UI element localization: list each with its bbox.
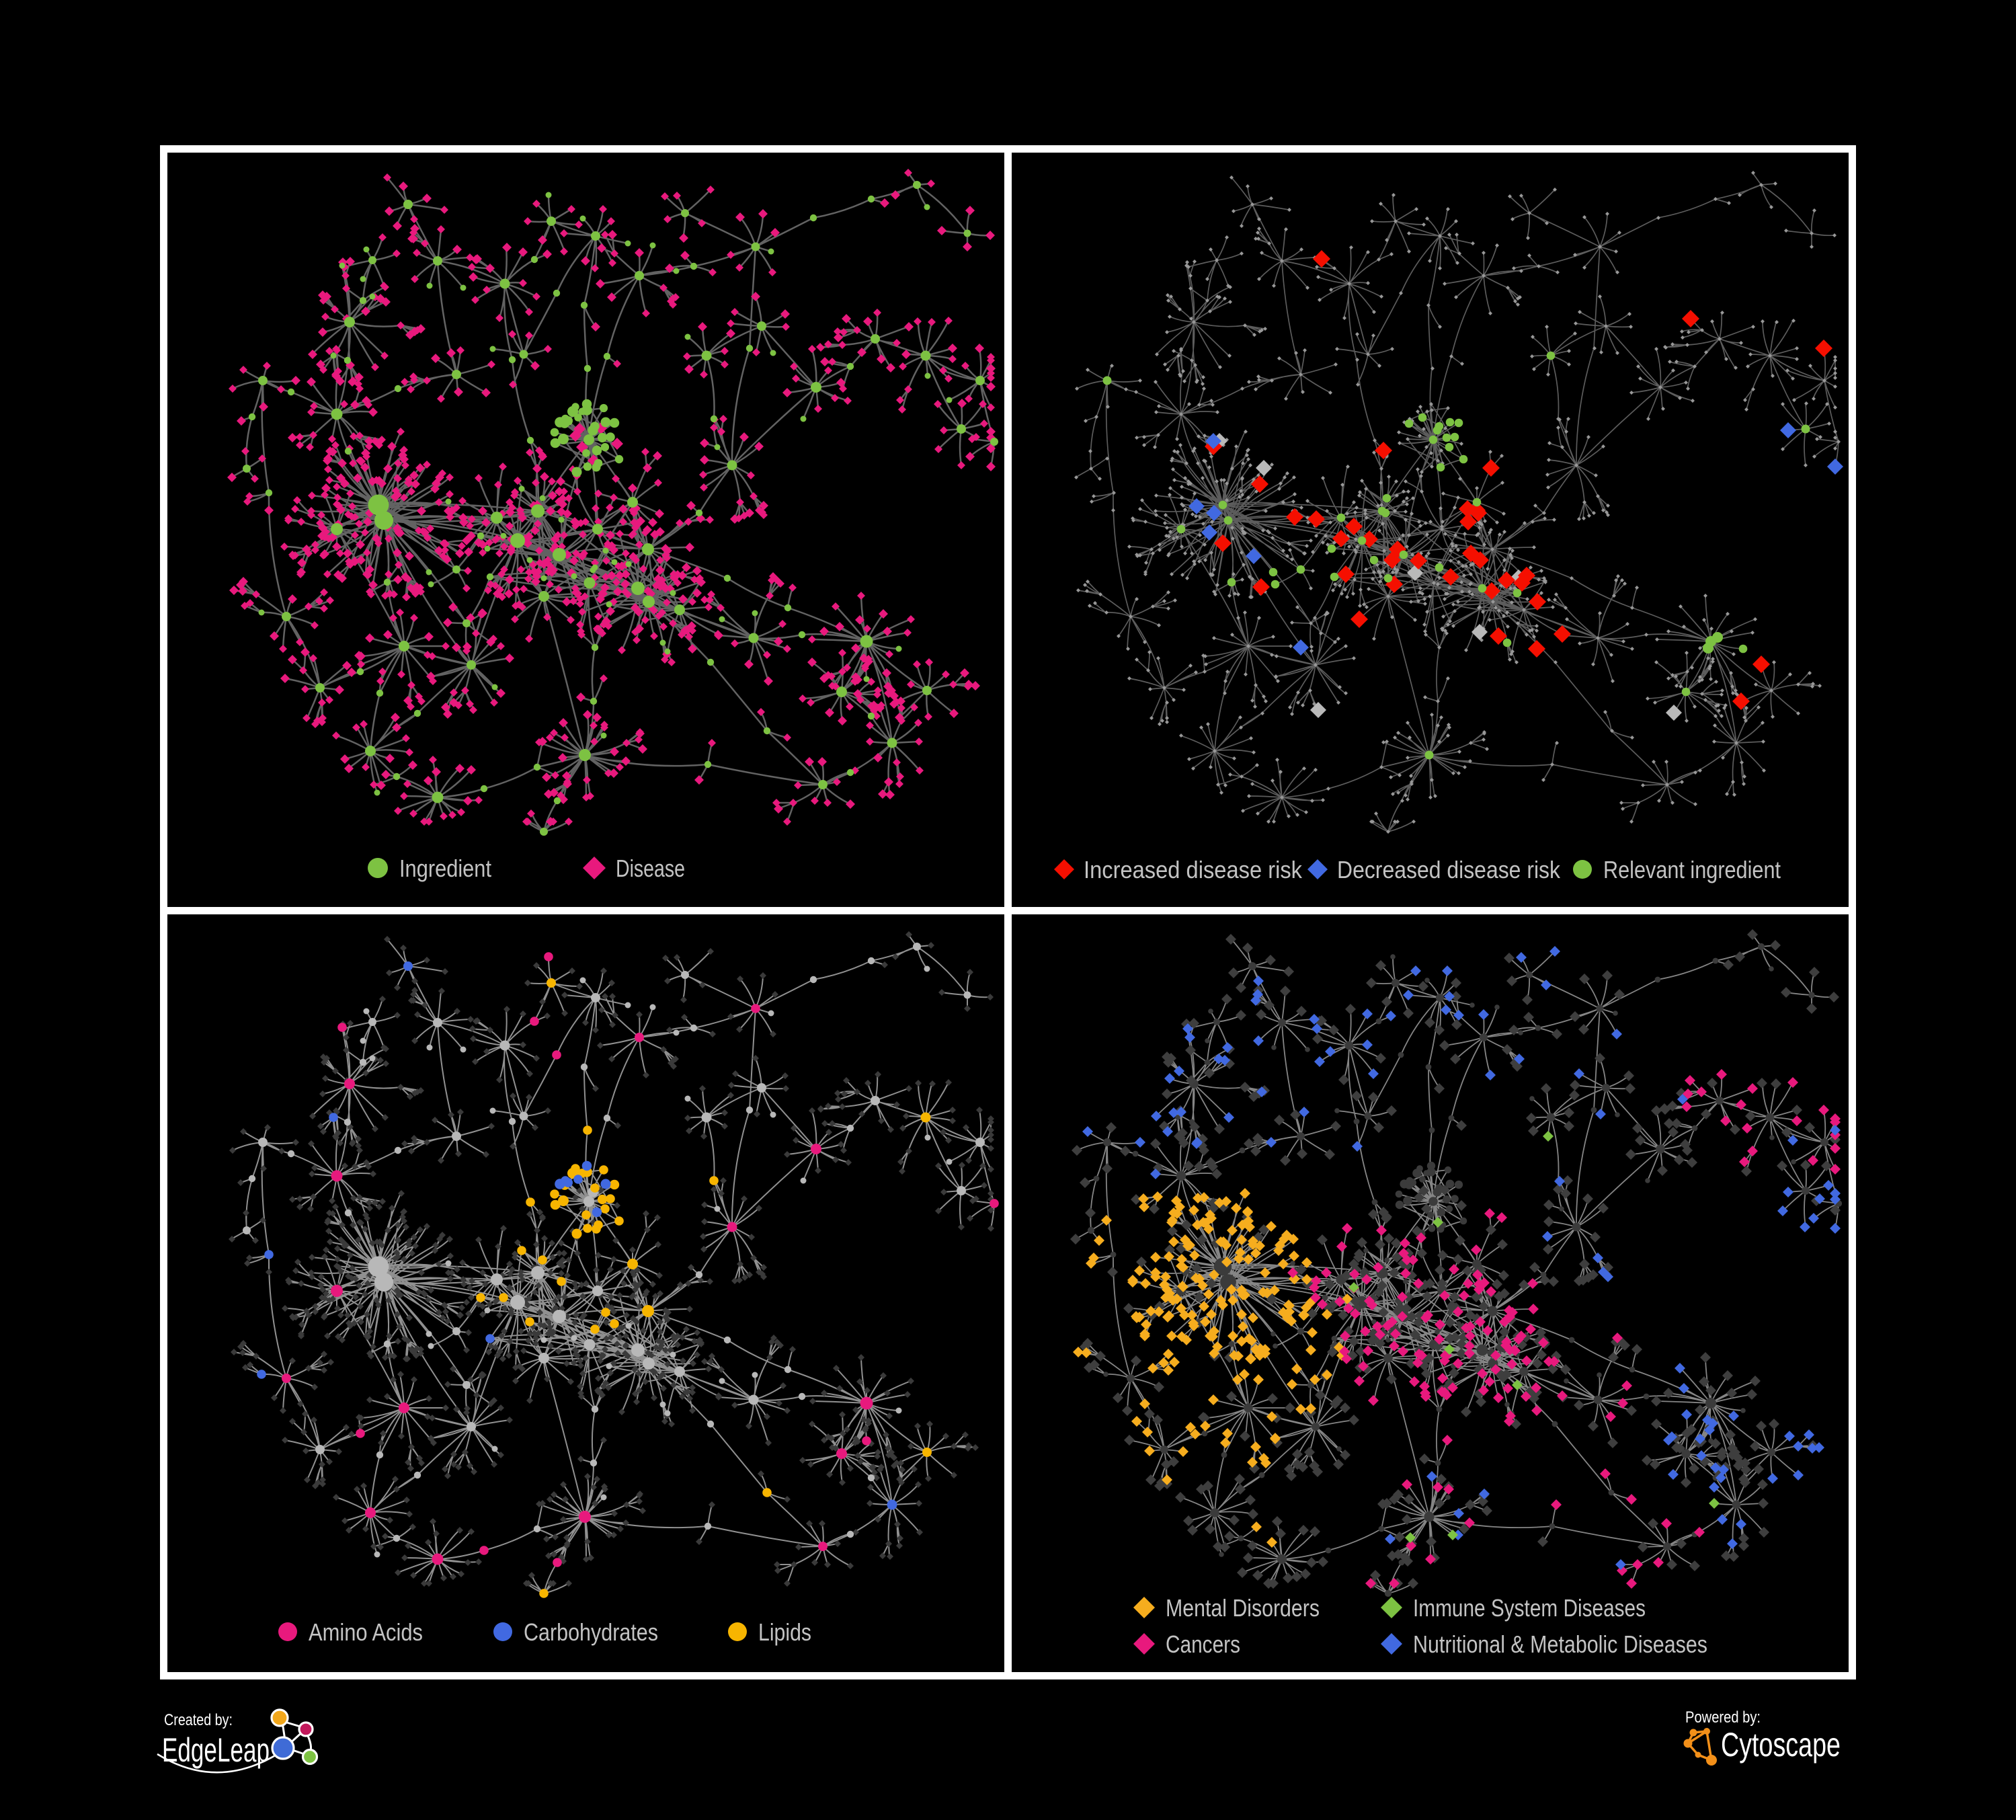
svg-text:Amino Acids: Amino Acids [309,1618,423,1646]
svg-text:Cancers: Cancers [1166,1630,1240,1658]
svg-text:EdgeLeap: EdgeLeap [162,1731,270,1769]
svg-text:Increased disease risk: Increased disease risk [1084,856,1303,883]
svg-text:Nutritional & Metabolic Diseas: Nutritional & Metabolic Diseases [1413,1630,1707,1658]
svg-text:Decreased disease risk: Decreased disease risk [1337,856,1561,883]
svg-text:Powered by:: Powered by: [1685,1708,1761,1727]
svg-text:Ingredient: Ingredient [399,855,491,882]
svg-text:Cytoscape: Cytoscape [1721,1726,1841,1764]
svg-text:Immune System Diseases: Immune System Diseases [1413,1594,1646,1622]
svg-text:Disease: Disease [616,855,685,882]
svg-text:Created by:: Created by: [164,1711,233,1729]
svg-text:Lipids: Lipids [758,1618,811,1646]
svg-text:Carbohydrates: Carbohydrates [524,1618,658,1646]
svg-text:Mental Disorders: Mental Disorders [1166,1594,1320,1622]
svg-text:Relevant ingredient: Relevant ingredient [1603,856,1781,883]
